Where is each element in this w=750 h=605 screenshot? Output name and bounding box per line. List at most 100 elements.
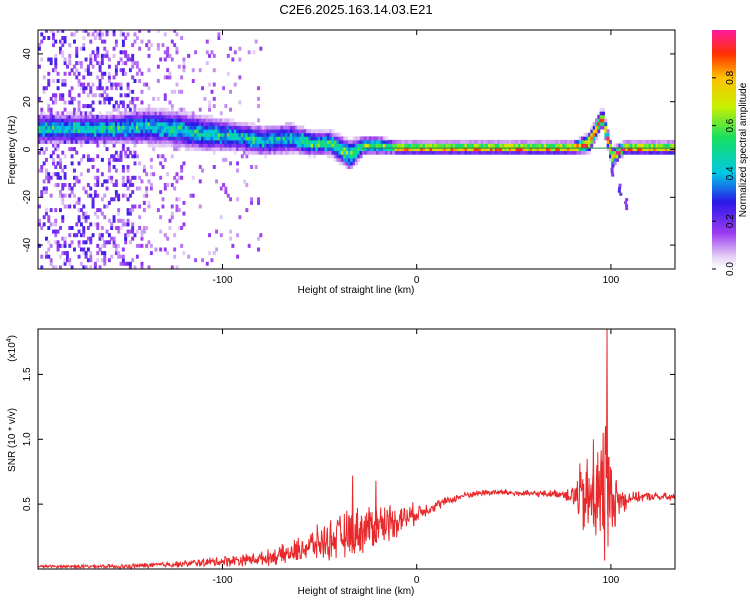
spectrogram-cell — [114, 251, 118, 256]
spectrogram-cell — [121, 39, 125, 44]
spectrogram-cell — [196, 122, 200, 126]
spectrogram-cell — [70, 129, 74, 134]
spectrogram-cell — [527, 143, 531, 148]
spectrogram-cell — [89, 118, 93, 123]
spectrogram-cell — [245, 150, 249, 155]
spectrogram-cell — [93, 265, 97, 269]
spectrogram-cell — [236, 168, 240, 173]
spectrogram-cell — [152, 136, 156, 141]
spectrogram-cell — [42, 36, 46, 40]
spectrogram-cell — [170, 122, 174, 126]
spectrogram-cell — [392, 150, 396, 155]
spectrogram-cell — [96, 168, 100, 173]
snr-y-multiplier: (x104) — [6, 335, 18, 362]
spectrogram-cell — [154, 143, 158, 148]
spectrogram-cell — [152, 129, 156, 134]
spectrogram-cell — [557, 150, 561, 155]
spectrogram-cell — [257, 96, 261, 101]
spectrogram-cell — [161, 129, 165, 134]
spectrogram-cell — [82, 251, 86, 256]
spectrogram-cell — [45, 114, 48, 119]
spectrogram-cell — [49, 57, 53, 62]
spectrogram-cell — [96, 122, 100, 126]
spectrogram-cell — [616, 143, 619, 148]
spectrogram-cell — [119, 57, 123, 62]
spectrogram-cell — [303, 129, 307, 134]
spectrogram-cell — [180, 111, 184, 116]
spectrogram-cell — [149, 136, 153, 141]
spectrogram-cell — [98, 236, 102, 241]
spectrogram-cell — [338, 143, 342, 148]
spectrogram-cell — [156, 64, 160, 69]
spectrogram-cell — [121, 111, 125, 116]
spectrogram-cell — [441, 150, 445, 155]
spectrogram-cell — [49, 193, 53, 198]
spectrogram-cell — [112, 215, 116, 220]
spectrogram-cell — [180, 36, 184, 40]
spectrogram-cell — [56, 86, 60, 91]
spectrogram-cell — [105, 30, 109, 33]
spectrogram-cell — [66, 254, 69, 259]
spectrogram-cell — [226, 129, 230, 134]
spectrogram-cell — [133, 143, 137, 148]
spectrogram-cell — [599, 107, 603, 112]
spectrogram-cell — [208, 82, 212, 87]
spectrogram-cell — [59, 39, 62, 44]
spectrogram-cell — [266, 132, 270, 137]
spectrogram-cell — [70, 86, 74, 91]
spectrogram-cell — [480, 143, 484, 148]
spectrogram-cell — [424, 139, 428, 144]
spectrogram-cell — [112, 183, 116, 187]
spectrogram-cell — [236, 122, 240, 126]
spectrogram-cell — [392, 143, 396, 148]
spectrogram-cell — [198, 147, 202, 152]
spectrogram-cell — [145, 114, 149, 119]
spectrogram-cell — [317, 143, 321, 148]
spectrogram-cell — [159, 247, 163, 252]
spectrogram-y-label: Frequency (Hz) — [7, 116, 18, 185]
spectrogram-cell — [322, 147, 326, 152]
spectrogram-cell — [245, 132, 249, 137]
spectrogram-cell — [45, 211, 48, 216]
spectrogram-cell — [210, 139, 214, 144]
spectrogram-cell — [280, 125, 284, 130]
spectrogram-cell — [553, 143, 556, 148]
spectrogram-cell — [198, 165, 202, 169]
spectrogram-cell — [643, 143, 647, 148]
spectrogram-cell — [121, 71, 125, 76]
spectrogram-cell — [131, 190, 135, 195]
spectrogram-cell — [56, 118, 60, 123]
spectrogram-cell — [89, 53, 93, 58]
spectrogram-cell — [513, 147, 517, 152]
spectrogram-cell — [212, 139, 216, 144]
spectrogram-cell — [177, 122, 181, 126]
spectrogram-cell — [236, 129, 240, 134]
spectrogram-cell — [441, 143, 445, 148]
spectrogram-cell — [320, 147, 323, 152]
spectrogram-cell — [602, 122, 605, 126]
spectrogram-cell — [303, 132, 307, 137]
spectrogram-cell — [91, 204, 95, 209]
spectrogram-cell — [142, 229, 146, 234]
spectrogram-cell — [236, 136, 240, 141]
colorbar-tick-label: 0.2 — [725, 214, 736, 228]
spectrogram-cell — [205, 114, 209, 119]
spectrogram-cell — [112, 107, 116, 112]
spectrogram-cell — [578, 150, 582, 155]
spectrogram-cell — [667, 150, 671, 155]
spectrogram-cell — [63, 82, 67, 87]
spectrogram-cell — [602, 107, 605, 112]
spectrogram-cell — [571, 143, 575, 148]
spectrogram-cell — [119, 93, 123, 98]
spectrogram-cell — [117, 111, 121, 116]
spectrogram-cell — [287, 136, 291, 141]
spectrogram-cell — [112, 82, 116, 87]
spectrogram-cell — [219, 111, 223, 116]
spectrogram-cell — [47, 240, 51, 245]
spectrogram-cell — [133, 104, 137, 109]
spectrogram-cell — [40, 129, 44, 134]
spectrogram-cell — [131, 236, 135, 241]
spectrogram-cell — [138, 226, 142, 230]
spectrogram-cell — [534, 150, 538, 155]
spectrogram-cell — [560, 150, 563, 155]
